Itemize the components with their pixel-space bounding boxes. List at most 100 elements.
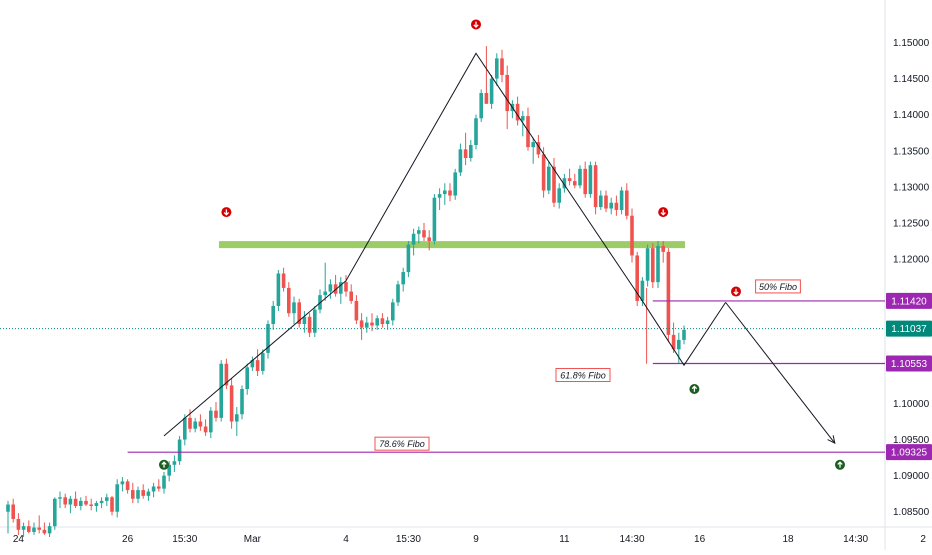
- candle-body: [411, 233, 416, 245]
- candle-body: [250, 360, 255, 368]
- candle-body: [495, 58, 499, 79]
- candle-body: [359, 320, 364, 328]
- candle-body: [666, 251, 671, 335]
- candle-body: [625, 190, 629, 216]
- x-tick-label: 16: [694, 534, 706, 545]
- candle-body: [557, 188, 561, 203]
- candle-body: [323, 291, 327, 296]
- candle-body: [224, 363, 229, 386]
- arrow-down-icon: [733, 288, 739, 296]
- y-axis: 1.085001.090001.095001.100001.105001.120…: [886, 38, 932, 518]
- x-tick-label: 11: [559, 534, 570, 545]
- candle-body: [391, 302, 395, 321]
- candle-body: [287, 287, 291, 314]
- candle-body: [63, 497, 67, 505]
- candle-body: [375, 318, 379, 326]
- y-tick-label: 1.12500: [893, 218, 930, 229]
- candle-body: [21, 526, 26, 530]
- candle-body: [6, 504, 10, 512]
- arrow-up-icon: [837, 461, 843, 468]
- candle-body: [656, 246, 660, 283]
- candle-body: [604, 195, 608, 209]
- candle-body: [120, 481, 125, 485]
- candle-body: [276, 273, 281, 306]
- candle-body: [53, 498, 57, 527]
- candle-body: [229, 385, 234, 422]
- candle-body: [469, 144, 473, 158]
- candle-body: [68, 498, 73, 505]
- candle-body: [79, 500, 83, 506]
- candle-body: [198, 421, 203, 427]
- candle-body: [349, 291, 353, 301]
- projection-line: [725, 302, 836, 444]
- x-tick-label: Mar: [244, 534, 262, 545]
- annotation-lines: 50% Fibo 61.8% Fibo 78.6% Fibo: [0, 52, 885, 453]
- candle-body: [682, 329, 686, 340]
- arrow-down-icon: [473, 21, 479, 28]
- candle-body: [11, 504, 15, 519]
- candle-body: [630, 215, 634, 256]
- candle-body: [463, 149, 468, 158]
- candle-body: [177, 439, 182, 462]
- candle-body: [536, 142, 541, 155]
- candle-body: [240, 389, 244, 415]
- x-tick-label: 14:30: [843, 534, 868, 545]
- x-tick-label: 14:30: [619, 534, 644, 545]
- candle-body: [235, 414, 239, 422]
- candle-body: [157, 486, 161, 489]
- candle-body: [94, 503, 99, 506]
- candle-body: [261, 352, 265, 371]
- candle-body: [58, 497, 62, 499]
- candle-body: [271, 305, 275, 325]
- candle-body: [443, 190, 447, 195]
- x-tick-label: 26: [122, 534, 134, 545]
- candle-body: [505, 74, 509, 112]
- fibo-label: 61.8% Fibo: [560, 371, 606, 381]
- candle-body: [151, 486, 156, 492]
- candle-body: [385, 320, 390, 325]
- x-axis: 24 26 15:30 Mar 4 15:30 9 11 14:30 16 18 14:30 2: [13, 534, 927, 545]
- resistance-zone: [219, 241, 685, 249]
- price-tag-label: 1.10553: [891, 359, 928, 370]
- candle-body: [131, 490, 135, 499]
- current-price-label: 1.11037: [891, 324, 927, 335]
- candles: [6, 46, 686, 537]
- candle-body: [474, 118, 478, 145]
- candle-body: [573, 181, 577, 186]
- swing-path: [163, 52, 727, 437]
- candle-body: [380, 318, 385, 325]
- candle-body: [583, 168, 587, 195]
- y-tick-label: 1.10000: [893, 399, 930, 410]
- candle-body: [515, 103, 520, 121]
- current-price-tag: [886, 320, 932, 337]
- candle-body: [209, 410, 213, 433]
- candle-body: [396, 284, 400, 303]
- candle-body: [89, 504, 93, 506]
- candle-body: [125, 481, 130, 491]
- candle-body: [453, 172, 457, 196]
- candle-body: [193, 421, 197, 429]
- candle-body: [110, 497, 114, 512]
- candle-body: [365, 322, 369, 328]
- candle-body: [99, 500, 104, 504]
- candle-body: [136, 490, 140, 499]
- candle-body: [401, 272, 405, 285]
- candle-body: [588, 165, 593, 195]
- candle-body: [427, 237, 431, 242]
- price-tag-label: 1.11420: [891, 296, 927, 307]
- candle-body: [521, 116, 525, 121]
- candle-body: [484, 93, 489, 104]
- fibo-label-box: [374, 436, 430, 451]
- y-tick-label: 1.14000: [893, 110, 930, 121]
- x-tick-label: 15:30: [396, 534, 421, 545]
- candle-body: [417, 230, 421, 234]
- candle-body: [448, 190, 452, 196]
- x-tick-label: 9: [473, 534, 479, 545]
- candle-body: [531, 142, 535, 148]
- candle-body: [458, 149, 463, 173]
- y-tick-label: 1.13500: [893, 146, 930, 157]
- candle-body: [37, 527, 41, 530]
- candle-body: [281, 273, 286, 288]
